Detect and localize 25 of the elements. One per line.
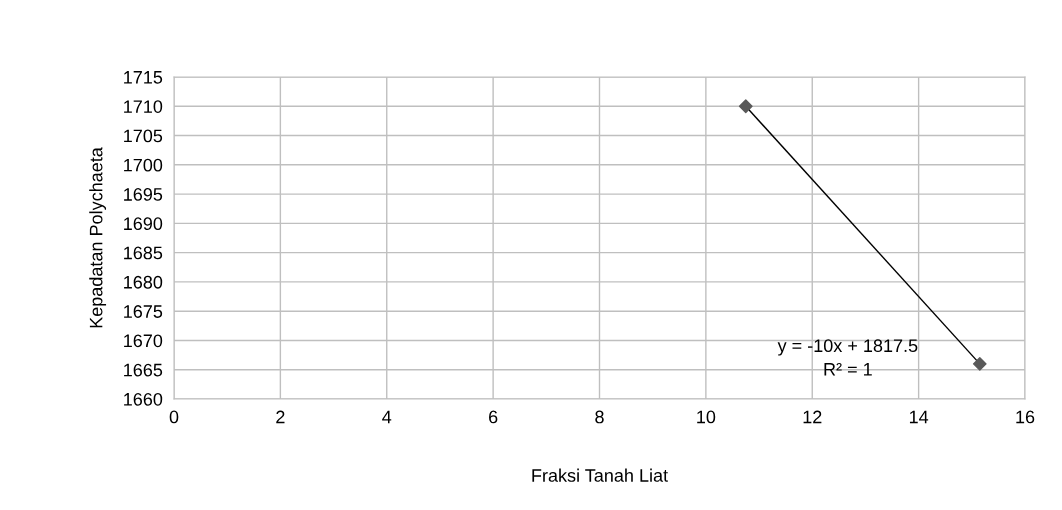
y-tick-label: 1680 — [124, 275, 163, 289]
x-tick-label: 2 — [276, 410, 285, 424]
x-tick-label: 10 — [697, 410, 716, 424]
y-tick-label: 1660 — [124, 392, 163, 406]
x-tick-label: 8 — [595, 410, 604, 424]
y-tick-label: 1715 — [124, 71, 163, 84]
y-tick-label: 1670 — [124, 334, 163, 348]
x-tick-label: 4 — [382, 410, 392, 424]
x-tick-label: 0 — [169, 410, 179, 424]
x-tick-label: 12 — [803, 410, 822, 424]
x-tick-label: 6 — [489, 410, 498, 424]
y-tick-label: 1700 — [124, 158, 163, 172]
y-tick-label: 1685 — [124, 246, 163, 260]
y-tick-label: 1705 — [124, 129, 163, 143]
y-tick-label: 1690 — [124, 217, 163, 231]
y-tick-label: 1695 — [124, 188, 163, 201]
x-tick-label: 16 — [1016, 410, 1035, 424]
y-tick-label: 1665 — [124, 363, 163, 377]
x-axis-title: Fraksi Tanah Liat — [532, 468, 668, 482]
annotation: R² = 1 — [824, 362, 872, 376]
annotation: y = -10x + 1817.5 — [777, 339, 918, 356]
y-tick-label: 1675 — [124, 305, 163, 318]
y-tick-label: 1710 — [124, 100, 163, 113]
y-axis-title: Kepadatan Polychaeta — [89, 147, 107, 328]
x-tick-label: 14 — [909, 410, 929, 424]
